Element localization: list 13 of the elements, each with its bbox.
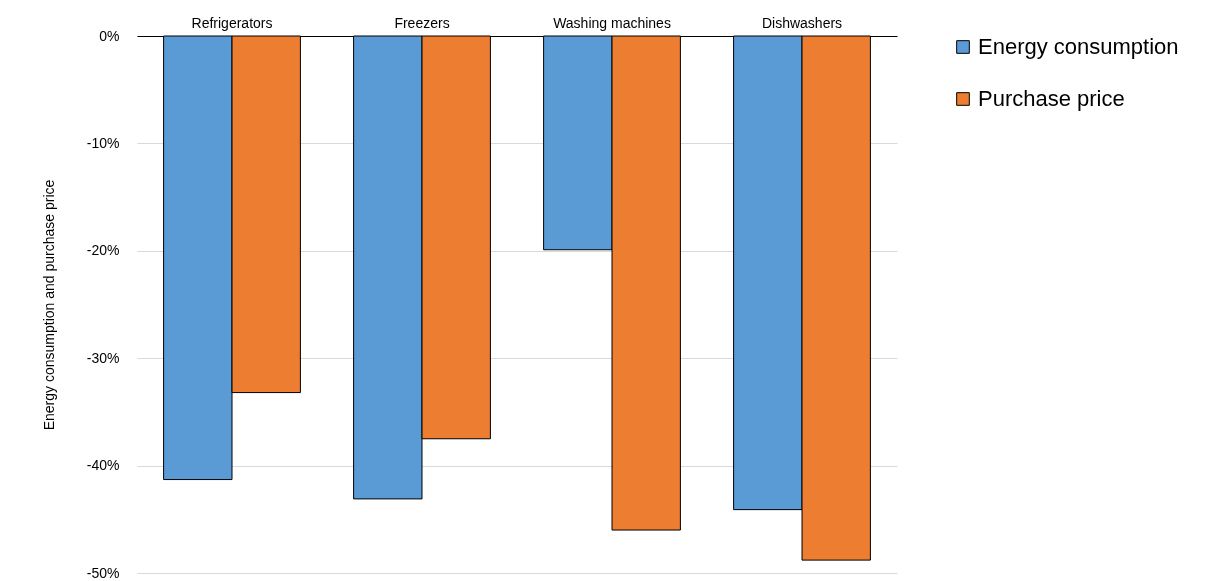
y-axis-title: Energy consumption and purchase price [40,179,57,431]
y-tick-label: -10% [86,134,120,151]
x-tick-label: Washing machines [553,14,671,31]
x-tick-label: Refrigerators [191,14,273,31]
y-tick-label: 0% [99,27,120,44]
y-tick-label: -40% [86,457,120,474]
legend-label: Energy consumption [978,34,1179,59]
y-tick-label: -20% [86,242,120,259]
x-tick-label: Dishwashers [761,14,843,31]
y-tick-label: -50% [86,564,120,581]
legend-label: Purchase price [978,86,1125,111]
x-tick-label: Freezers [394,14,450,31]
y-tick-label: -30% [86,349,120,366]
